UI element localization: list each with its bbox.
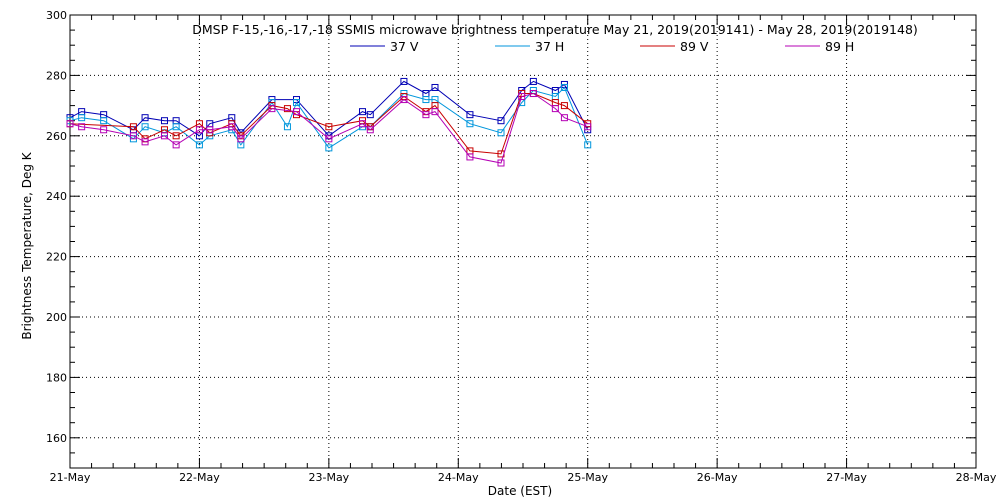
legend-item: 89 H	[785, 39, 854, 54]
x-tick-label: 28-May	[956, 471, 997, 484]
legend-label: 89 V	[680, 39, 709, 54]
data-point	[497, 117, 505, 125]
data-point	[141, 123, 149, 131]
data-point	[584, 141, 592, 149]
x-tick-label: 24-May	[438, 471, 479, 484]
legend-item: 37 H	[495, 39, 564, 54]
data-point	[172, 141, 180, 149]
data-point	[195, 141, 203, 149]
data-point	[422, 96, 430, 104]
x-tick-label: 26-May	[697, 471, 738, 484]
data-point	[160, 117, 168, 125]
data-point	[529, 77, 537, 85]
plot-frame	[69, 14, 977, 469]
data-point	[283, 105, 291, 113]
legend-label: 37 V	[390, 39, 419, 54]
data-point	[366, 111, 374, 119]
data-point	[228, 123, 236, 131]
y-tick-label: 200	[46, 311, 67, 324]
data-point	[400, 77, 408, 85]
series-89-h	[66, 90, 592, 167]
data-point	[325, 123, 333, 131]
data-point	[78, 123, 86, 131]
y-tick-label: 160	[46, 432, 67, 445]
tick-layer: 21-May 22-May 23-May 24-May 25-May 26-May 27-M…	[46, 9, 997, 484]
data-point	[466, 120, 474, 128]
data-point	[293, 99, 300, 107]
data-point	[195, 126, 203, 134]
data-point	[497, 129, 505, 137]
data-point	[431, 108, 439, 116]
legend-item: 37 V	[350, 39, 419, 54]
data-point	[129, 123, 137, 131]
data-point	[359, 108, 367, 116]
grid-layer	[70, 15, 976, 468]
y-tick-label: 300	[46, 9, 67, 22]
data-point	[400, 96, 408, 104]
data-point	[237, 135, 245, 143]
data-point	[283, 123, 291, 131]
data-point	[560, 83, 568, 91]
legend-label: 37 H	[535, 39, 564, 54]
data-point	[466, 153, 474, 161]
data-point	[325, 144, 333, 152]
data-point	[172, 132, 180, 140]
data-point	[497, 159, 505, 167]
data-point	[160, 132, 168, 140]
legend-item: 89 V	[640, 39, 709, 54]
x-tick-label: 27-May	[826, 471, 867, 484]
series-layer	[66, 77, 592, 167]
data-point	[325, 135, 333, 143]
y-tick-label: 180	[46, 371, 67, 384]
data-point	[560, 102, 568, 110]
data-point	[466, 111, 474, 119]
data-point	[78, 114, 86, 122]
data-point	[100, 117, 108, 125]
data-point	[293, 108, 300, 116]
data-point	[172, 123, 180, 131]
data-point	[359, 120, 367, 128]
data-point	[141, 114, 149, 122]
data-point	[551, 105, 559, 113]
data-point	[206, 126, 214, 134]
y-tick-label: 240	[46, 190, 67, 203]
legend: 37 V 37 H 89 V 89 H	[350, 39, 854, 54]
legend-label: 89 H	[825, 39, 854, 54]
x-axis-label: Date (EST)	[488, 484, 552, 498]
data-point	[100, 126, 108, 134]
data-point	[129, 132, 137, 140]
data-point	[422, 111, 430, 119]
x-tick-label: 21-May	[50, 471, 91, 484]
data-point	[141, 138, 149, 146]
data-point	[431, 83, 439, 91]
data-point	[518, 93, 526, 101]
data-point	[560, 114, 568, 122]
y-axis-label: Brightness Temperature, Deg K	[20, 151, 34, 339]
x-tick-label: 22-May	[179, 471, 220, 484]
y-tick-label: 280	[46, 69, 67, 82]
data-point	[366, 126, 374, 134]
data-point	[268, 105, 276, 113]
data-point	[529, 90, 537, 98]
data-point	[584, 123, 592, 131]
y-tick-label: 220	[46, 251, 67, 264]
chart-title: DMSP F-15,-16,-17,-18 SSMIS microwave br…	[192, 22, 918, 37]
y-tick-label: 260	[46, 130, 67, 143]
data-point	[66, 120, 74, 128]
x-tick-label: 23-May	[308, 471, 349, 484]
x-tick-label: 25-May	[567, 471, 608, 484]
